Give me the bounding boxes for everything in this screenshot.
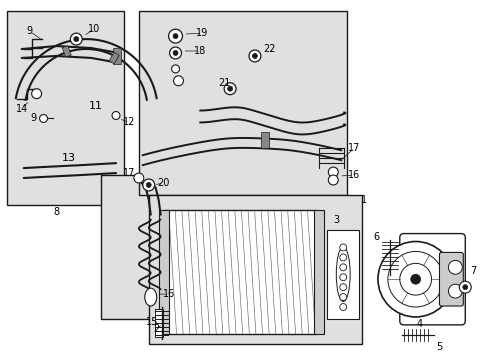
- Text: 7: 7: [469, 266, 475, 276]
- Text: 20: 20: [157, 178, 169, 188]
- Circle shape: [32, 89, 41, 99]
- Text: 3: 3: [333, 215, 339, 225]
- Ellipse shape: [336, 247, 349, 302]
- Circle shape: [227, 86, 232, 91]
- Bar: [148, 195, 361, 344]
- Circle shape: [447, 260, 461, 274]
- Circle shape: [74, 37, 79, 41]
- Bar: [101, 175, 198, 319]
- Circle shape: [339, 264, 346, 271]
- Circle shape: [339, 303, 346, 310]
- Bar: [113, 48, 121, 64]
- Circle shape: [112, 112, 120, 120]
- Text: 16: 16: [162, 289, 174, 299]
- Text: 17: 17: [122, 168, 135, 178]
- Circle shape: [40, 114, 47, 122]
- Circle shape: [146, 183, 151, 188]
- Circle shape: [142, 179, 154, 191]
- Text: 1: 1: [360, 195, 366, 205]
- Circle shape: [171, 65, 179, 73]
- Text: 9: 9: [31, 113, 37, 123]
- Circle shape: [327, 175, 338, 185]
- Text: 19: 19: [196, 28, 208, 38]
- Circle shape: [387, 251, 443, 307]
- FancyBboxPatch shape: [439, 252, 462, 306]
- Circle shape: [252, 54, 257, 58]
- Circle shape: [399, 264, 431, 295]
- Circle shape: [339, 244, 346, 251]
- Text: 16: 16: [347, 170, 360, 180]
- Bar: [109, 52, 119, 64]
- Circle shape: [70, 33, 82, 45]
- Text: 17: 17: [347, 143, 360, 153]
- Bar: [260, 132, 268, 148]
- Circle shape: [173, 50, 178, 55]
- Text: 13: 13: [61, 153, 75, 163]
- Circle shape: [377, 242, 452, 317]
- Bar: [158, 210, 168, 334]
- Text: 18: 18: [194, 46, 206, 56]
- Circle shape: [173, 33, 178, 39]
- Circle shape: [339, 254, 346, 261]
- Text: 10: 10: [88, 24, 100, 34]
- Circle shape: [339, 274, 346, 281]
- Text: 5: 5: [436, 342, 442, 352]
- FancyBboxPatch shape: [399, 234, 464, 325]
- Circle shape: [339, 294, 346, 301]
- Text: 11: 11: [89, 100, 103, 111]
- Bar: [7, 11, 123, 205]
- Text: 4: 4: [416, 319, 422, 329]
- Bar: [326, 230, 358, 319]
- Text: 6: 6: [372, 231, 378, 242]
- Circle shape: [462, 285, 467, 290]
- Circle shape: [168, 29, 182, 43]
- Text: 8: 8: [53, 207, 60, 217]
- Circle shape: [447, 284, 461, 298]
- Circle shape: [458, 281, 470, 293]
- Text: 12: 12: [122, 117, 135, 127]
- Text: 14: 14: [16, 104, 28, 113]
- Bar: [314, 210, 324, 334]
- Text: 22: 22: [263, 44, 275, 54]
- Bar: [154, 309, 163, 337]
- Text: 9: 9: [26, 26, 33, 36]
- Circle shape: [339, 284, 346, 291]
- Circle shape: [327, 167, 338, 177]
- Text: 21: 21: [218, 78, 230, 88]
- Circle shape: [169, 47, 181, 59]
- Bar: [139, 11, 346, 195]
- Bar: [163, 210, 316, 334]
- Circle shape: [248, 50, 260, 62]
- Circle shape: [410, 274, 420, 284]
- Circle shape: [224, 83, 236, 95]
- Ellipse shape: [144, 288, 156, 306]
- Circle shape: [134, 173, 143, 183]
- Text: 2: 2: [153, 324, 160, 334]
- Bar: [62, 46, 71, 57]
- Circle shape: [173, 76, 183, 86]
- Text: 15: 15: [145, 317, 158, 327]
